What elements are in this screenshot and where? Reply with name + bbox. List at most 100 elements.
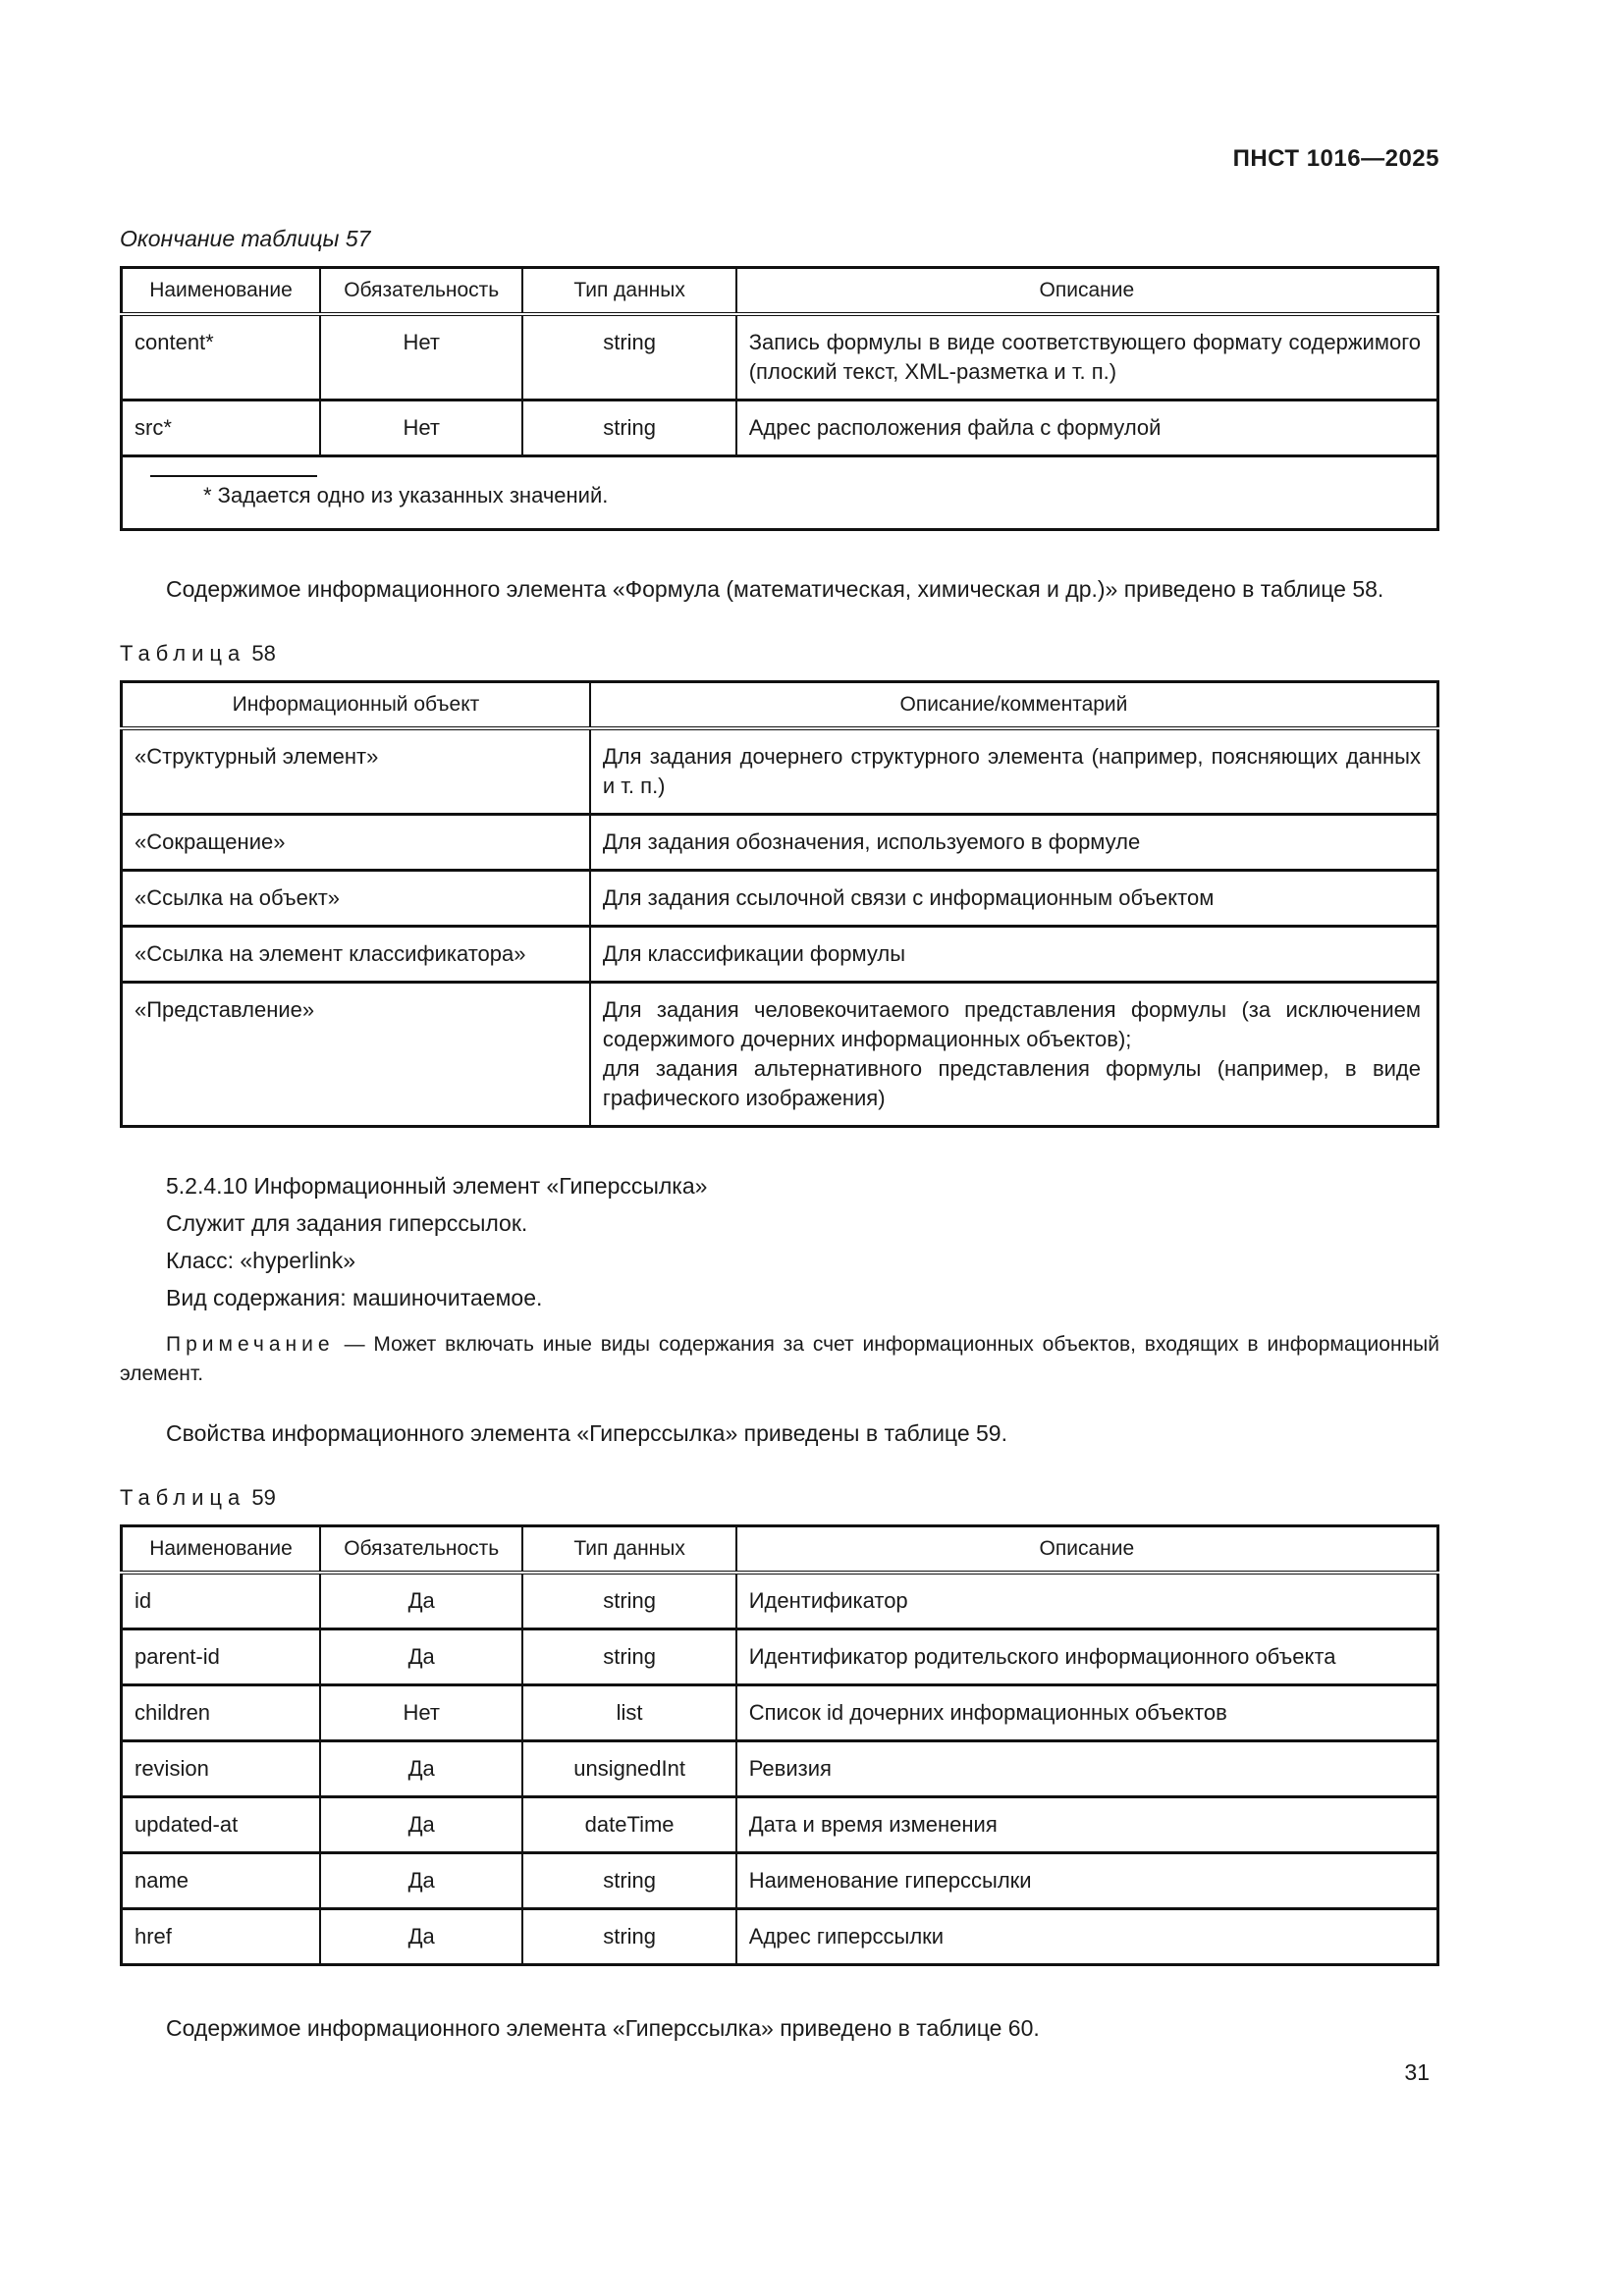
- cell-description: Ревизия: [734, 1739, 1439, 1798]
- column-header-required: Обязательность: [318, 266, 524, 316]
- table-57-header-row: Наименование Обязательность Тип данных О…: [120, 266, 1439, 316]
- table-57-continuation-caption: Окончание таблицы 57: [120, 226, 371, 251]
- table-row: parent-id Да string Идентификатор родите…: [120, 1628, 1439, 1686]
- cell-name: id: [120, 1571, 321, 1630]
- note-label: Примечание: [166, 1333, 335, 1356]
- note-text: — Может включать иные виды содержания за…: [120, 1333, 1439, 1385]
- section-note: Примечание — Может включать иные виды сод…: [120, 1330, 1439, 1389]
- column-header-required: Обязательность: [318, 1524, 524, 1575]
- cell-required: Нет: [318, 399, 524, 457]
- cell-required: Да: [318, 1739, 524, 1798]
- paragraph-hyperlink-properties: Свойства информационного элемента «Гипер…: [166, 1420, 1007, 1446]
- column-header-description: Описание/комментарий: [588, 680, 1439, 730]
- cell-description: Адрес гиперссылки: [734, 1907, 1439, 1966]
- footnote-divider: [150, 475, 317, 477]
- cell-description: Для задания обозначения, используемого в…: [588, 813, 1439, 872]
- table-row: «Ссылка на объект» Для задания ссылочной…: [120, 869, 1439, 928]
- table-caption-number: 59: [251, 1485, 276, 1510]
- cell-type: string: [521, 1628, 737, 1686]
- cell-description: Идентификатор родительского информационн…: [734, 1628, 1439, 1686]
- page-number: 31: [1404, 2059, 1430, 2085]
- table-row: href Да string Адрес гиперссылки: [120, 1907, 1439, 1966]
- cell-description: Для классификации формулы: [588, 925, 1439, 984]
- cell-required: Нет: [318, 312, 524, 401]
- cell-description: Идентификатор: [734, 1571, 1439, 1630]
- table-59-header-row: Наименование Обязательность Тип данных О…: [120, 1524, 1439, 1575]
- column-header-type: Тип данных: [521, 266, 737, 316]
- cell-description: Для задания человекочитаемого представле…: [588, 981, 1439, 1128]
- cell-type: string: [521, 1907, 737, 1966]
- table-caption-number: 58: [251, 641, 276, 666]
- cell-required: Да: [318, 1628, 524, 1686]
- cell-required: Да: [318, 1795, 524, 1854]
- table-59: Наименование Обязательность Тип данных О…: [120, 1524, 1439, 1966]
- table-59-caption: Таблица 59: [120, 1485, 1439, 1511]
- cell-type: string: [521, 312, 737, 401]
- table-row: name Да string Наименование гиперссылки: [120, 1851, 1439, 1910]
- table-row: «Ссылка на элемент классификатора» Для к…: [120, 925, 1439, 984]
- cell-description: Дата и время изменения: [734, 1795, 1439, 1854]
- cell-description: Список id дочерних информационных объект…: [734, 1683, 1439, 1742]
- column-header-name: Наименование: [120, 266, 321, 316]
- description-line-1: Для задания человекочитаемого представле…: [602, 997, 1421, 1051]
- cell-name: src*: [120, 399, 321, 457]
- table-58-caption: Таблица 58: [120, 641, 1439, 667]
- cell-description: Адрес расположения файла с формулой: [734, 399, 1439, 457]
- table-row: revision Да unsignedInt Ревизия: [120, 1739, 1439, 1798]
- table-row: children Нет list Список id дочерних инф…: [120, 1683, 1439, 1742]
- cell-description: Для задания ссылочной связи с информацио…: [588, 869, 1439, 928]
- cell-type: string: [521, 399, 737, 457]
- table-row: «Сокращение» Для задания обозначения, ис…: [120, 813, 1439, 872]
- table-row: content* Нет string Запись формулы в вид…: [120, 312, 1439, 401]
- cell-name: updated-at: [120, 1795, 321, 1854]
- column-header-description: Описание: [734, 266, 1439, 316]
- column-header-name: Наименование: [120, 1524, 321, 1575]
- section-heading-5-2-4-10: 5.2.4.10 Информационный элемент «Гиперсс…: [166, 1173, 708, 1199]
- table-58-header-row: Информационный объект Описание/комментар…: [120, 680, 1439, 730]
- cell-type: dateTime: [521, 1795, 737, 1854]
- footnote-cell: * Задается одно из указанных значений.: [120, 454, 1439, 531]
- section-class-line: Класс: «hyperlink»: [166, 1248, 356, 1273]
- table-row: «Структурный элемент» Для задания дочерн…: [120, 726, 1439, 816]
- cell-name: href: [120, 1907, 321, 1966]
- table-footnote-row: * Задается одно из указанных значений.: [120, 454, 1439, 531]
- cell-required: Да: [318, 1907, 524, 1966]
- page-content: ПНСТ 1016—2025 Окончание таблицы 57 Наим…: [120, 0, 1439, 2045]
- cell-name: children: [120, 1683, 321, 1742]
- table-caption-word: Таблица: [120, 1485, 246, 1510]
- footnote-text: * Задается одно из указанных значений.: [203, 483, 609, 507]
- cell-name: content*: [120, 312, 321, 401]
- paragraph-formula-content: Содержимое информационного элемента «Фор…: [166, 576, 1384, 602]
- table-row: src* Нет string Адрес расположения файла…: [120, 399, 1439, 457]
- document-code-header: ПНСТ 1016—2025: [1232, 145, 1439, 172]
- cell-description: Запись формулы в виде соответствующего ф…: [734, 312, 1439, 401]
- cell-type: string: [521, 1851, 737, 1910]
- cell-object: «Ссылка на элемент классификатора»: [120, 925, 591, 984]
- cell-name: parent-id: [120, 1628, 321, 1686]
- paragraph-hyperlink-content: Содержимое информационного элемента «Гип…: [166, 2015, 1040, 2041]
- cell-description: Для задания дочернего структурного элеме…: [588, 726, 1439, 816]
- column-header-object: Информационный объект: [120, 680, 591, 730]
- section-purpose-line: Служит для задания гиперссылок.: [166, 1210, 528, 1236]
- cell-name: revision: [120, 1739, 321, 1798]
- cell-type: string: [521, 1571, 737, 1630]
- table-row: id Да string Идентификатор: [120, 1571, 1439, 1630]
- cell-object: «Представление»: [120, 981, 591, 1128]
- section-content-kind-line: Вид содержания: машиночитаемое.: [166, 1285, 543, 1310]
- cell-required: Да: [318, 1851, 524, 1910]
- cell-type: list: [521, 1683, 737, 1742]
- table-57-continuation: Наименование Обязательность Тип данных О…: [120, 266, 1439, 531]
- column-header-description: Описание: [734, 1524, 1439, 1575]
- column-header-type: Тип данных: [521, 1524, 737, 1575]
- cell-type: unsignedInt: [521, 1739, 737, 1798]
- cell-description: Наименование гиперссылки: [734, 1851, 1439, 1910]
- cell-required: Нет: [318, 1683, 524, 1742]
- cell-name: name: [120, 1851, 321, 1910]
- table-row: «Представление» Для задания человекочита…: [120, 981, 1439, 1128]
- table-row: updated-at Да dateTime Дата и время изме…: [120, 1795, 1439, 1854]
- cell-object: «Структурный элемент»: [120, 726, 591, 816]
- description-line-2: для задания альтернативного представлени…: [602, 1056, 1421, 1110]
- table-caption-word: Таблица: [120, 641, 246, 666]
- table-58: Информационный объект Описание/комментар…: [120, 680, 1439, 1128]
